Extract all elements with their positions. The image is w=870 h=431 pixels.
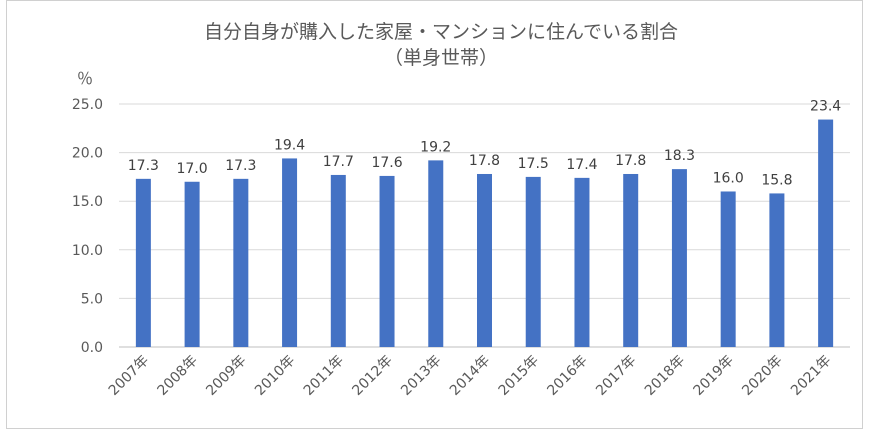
data-label: 17.7: [323, 154, 354, 170]
x-tick-label: 2011年: [301, 353, 347, 399]
y-tick-label: 25.0: [72, 97, 103, 113]
x-tick-label: 2015年: [496, 353, 542, 399]
data-label: 17.8: [615, 153, 646, 169]
x-tick-label: 2019年: [691, 353, 737, 399]
bar: [671, 169, 687, 347]
bar: [477, 173, 492, 347]
bar: [135, 178, 151, 347]
x-tick-label: 2017年: [593, 353, 639, 399]
bar: [525, 176, 541, 347]
x-tick-label: 2010年: [252, 353, 298, 399]
x-tick-label: 2020年: [739, 353, 785, 399]
y-tick-label: 20.0: [72, 146, 103, 162]
data-label: 17.8: [469, 153, 500, 169]
x-tick-label: 2013年: [398, 353, 444, 399]
data-label: 17.3: [128, 158, 159, 174]
x-tick-label: 2008年: [155, 353, 201, 399]
x-tick-label: 2009年: [203, 353, 249, 399]
data-label: 15.8: [761, 172, 792, 188]
data-label: 17.0: [177, 161, 208, 177]
bar: [818, 119, 834, 347]
y-axis-ticks: 0.0 5.0 10.0 15.0 20.0 25.0: [72, 97, 103, 356]
bar: [623, 173, 639, 347]
chart-subtitle: （単身世帯）: [384, 47, 498, 69]
bar: [769, 193, 785, 347]
chart-frame: 自分自身が購入した家屋・マンションに住んでいる割合 （単身世帯） ％ 0.0 5.…: [6, 0, 863, 429]
x-tick-label: 2016年: [544, 353, 590, 399]
y-tick-label: 0.0: [81, 340, 103, 356]
x-axis-ticks: 2007年 2008年 2009年 2010年 2011年 2012年 2013年 2014年…: [106, 353, 835, 399]
x-tick-label: 2007年: [106, 353, 152, 399]
chart-title: 自分自身が購入した家屋・マンションに住んでいる割合: [204, 21, 678, 43]
data-label: 16.0: [713, 170, 744, 186]
bar: [282, 158, 298, 347]
bar: [184, 181, 200, 347]
data-label: 18.3: [664, 148, 695, 164]
x-tick-label: 2021年: [788, 353, 834, 399]
y-tick-label: 10.0: [72, 243, 103, 259]
bar: [574, 177, 590, 347]
data-label: 17.4: [566, 157, 597, 173]
bar: [428, 160, 444, 347]
x-tick-label: 2012年: [349, 353, 395, 399]
x-tick-label: 2014年: [447, 353, 493, 399]
bar: [720, 191, 736, 347]
data-label: 17.3: [225, 158, 256, 174]
bar: [379, 175, 395, 347]
data-label: 17.5: [518, 156, 549, 172]
y-axis-unit: ％: [77, 69, 93, 88]
data-label: 17.6: [371, 155, 402, 171]
bar: [233, 178, 249, 347]
data-label: 23.4: [810, 99, 841, 115]
y-tick-label: 15.0: [72, 194, 103, 210]
x-tick-label: 2018年: [642, 353, 688, 399]
data-labels: 17.3 17.0 17.3 19.4 17.7 17.6 19.2 17.8 17.5 17.4…: [128, 99, 842, 189]
data-label: 19.2: [420, 139, 451, 155]
bar-chart: 自分自身が購入した家屋・マンションに住んでいる割合 （単身世帯） ％ 0.0 5.…: [72, 21, 850, 399]
bar: [330, 174, 346, 347]
y-tick-label: 5.0: [81, 291, 103, 307]
bars: [135, 119, 834, 347]
data-label: 19.4: [274, 137, 305, 153]
